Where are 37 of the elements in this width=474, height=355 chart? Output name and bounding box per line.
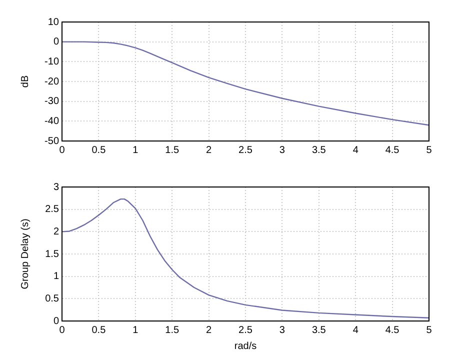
x-tick-label: 5 — [426, 324, 432, 336]
x-tick-label: 3 — [279, 324, 286, 336]
y-tick-label: 3 — [53, 182, 60, 193]
y-tick-label: -10 — [44, 56, 60, 68]
y-tick-label: 1 — [53, 271, 60, 282]
y-tick-label: 2 — [53, 226, 60, 238]
y-tick-label: 0 — [53, 316, 60, 327]
x-axis-title: rad/s — [234, 340, 257, 352]
y-tick-label: 0.5 — [45, 293, 60, 304]
x-tick-label: 4.5 — [385, 144, 400, 156]
y-axis-title: dB — [20, 75, 31, 88]
x-tick-label: 1 — [132, 144, 139, 156]
y-tick-label: -40 — [44, 116, 60, 127]
x-tick-label: 1 — [132, 324, 139, 336]
y-tick-label: 1.5 — [45, 248, 60, 260]
x-tick-label: 2.5 — [238, 144, 253, 156]
x-tick-label: 4.5 — [385, 324, 400, 336]
y-tick-label: 0 — [53, 36, 60, 48]
x-tick-label: 4 — [352, 144, 359, 156]
x-tick-label: 1.5 — [165, 324, 180, 336]
x-tick-label: 4 — [352, 324, 359, 336]
y-axis-title: Group Delay (s) — [20, 218, 31, 290]
y-tick-label: -30 — [44, 96, 60, 108]
x-tick-label: 2 — [206, 324, 212, 336]
y-tick-label: 2.5 — [45, 204, 60, 216]
x-tick-label: 1.5 — [165, 144, 180, 156]
x-tick-label: 0.5 — [92, 324, 106, 336]
x-tick-label: 3 — [279, 144, 286, 156]
y-tick-label: 10 — [48, 16, 60, 28]
x-tick-label: 5 — [426, 144, 432, 156]
x-tick-label: 2 — [206, 144, 212, 156]
x-tick-label: 3.5 — [312, 144, 326, 156]
y-tick-label: -20 — [44, 76, 60, 88]
y-tick-label: -50 — [44, 136, 60, 147]
x-tick-label: 0.5 — [92, 144, 106, 156]
x-tick-label: 3.5 — [312, 324, 326, 336]
x-tick-label: 2.5 — [238, 324, 253, 336]
